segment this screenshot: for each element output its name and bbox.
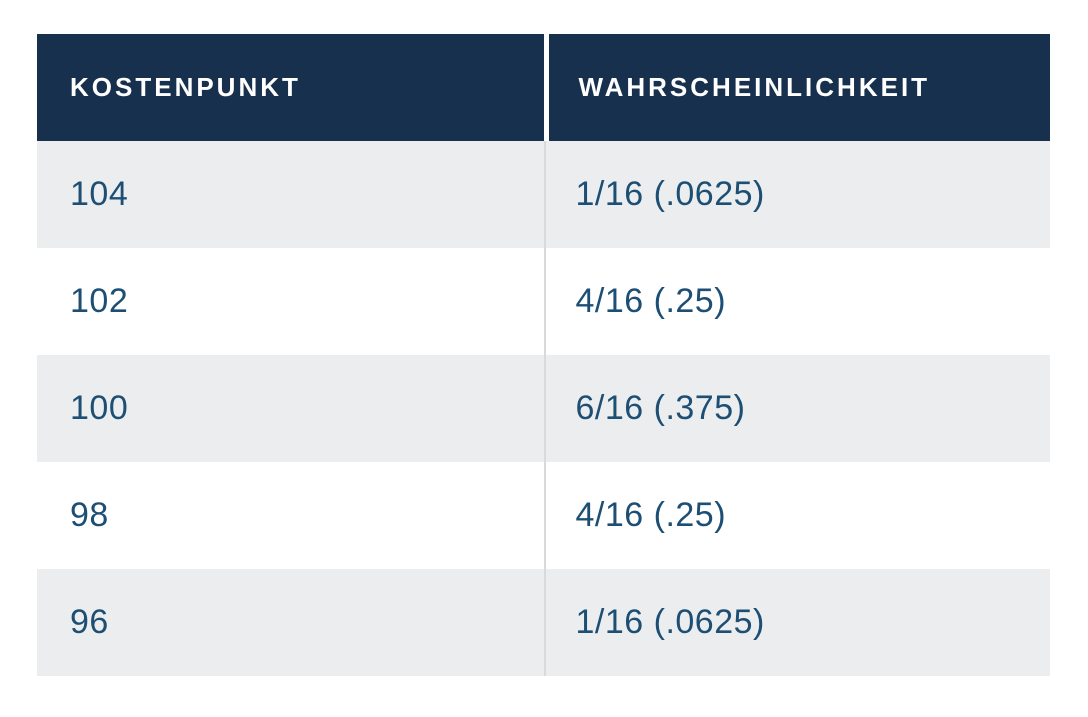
kostenpunkt-cell: 102 [70,282,129,320]
wahrscheinlichkeit-cell: 1/16 (.0625) [543,569,1051,676]
table-row: 96 1/16 (.0625) [37,569,1050,676]
table-row: 100 6/16 (.375) [37,355,1050,462]
kostenpunkt-cell: 104 [70,175,129,213]
wahrscheinlichkeit-cell: 4/16 (.25) [543,248,1051,355]
probability-table: KOSTENPUNKT WAHRSCHEINLICHKEIT 104 1/16 … [37,34,1050,676]
column-header-wahrscheinlichkeit: WAHRSCHEINLICHKEIT [543,34,1051,141]
kostenpunkt-cell: 98 [70,496,109,534]
table-row: 98 4/16 (.25) [37,462,1050,569]
column-header-kostenpunkt: KOSTENPUNKT [70,72,301,102]
kostenpunkt-cell: 96 [70,603,109,641]
table-header-row: KOSTENPUNKT WAHRSCHEINLICHKEIT [37,34,1050,141]
wahrscheinlichkeit-cell: 1/16 (.0625) [543,141,1051,248]
table-row: 102 4/16 (.25) [37,248,1050,355]
kostenpunkt-cell: 100 [70,389,129,427]
wahrscheinlichkeit-cell: 6/16 (.375) [543,355,1051,462]
table-row: 104 1/16 (.0625) [37,141,1050,248]
wahrscheinlichkeit-cell: 4/16 (.25) [543,462,1051,569]
